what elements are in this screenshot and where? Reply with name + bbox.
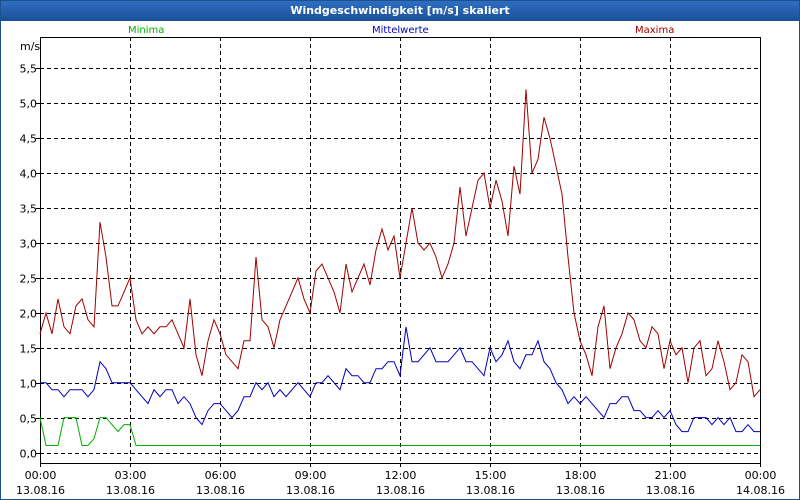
x-tick-date-label: 13.08.16 [466, 484, 515, 497]
x-tick-time-label: 15:00 [475, 469, 507, 482]
y-tick-label: 5,5 [20, 63, 38, 76]
x-tick-date-label: 13.08.16 [16, 484, 65, 497]
series-line-mittelwerte [40, 326, 760, 433]
x-tick-date-label: 13.08.16 [556, 484, 605, 497]
x-tick-date-label: 13.08.16 [646, 484, 695, 497]
legend-maxima: Maxima [635, 25, 675, 36]
y-tick-label: 4,0 [20, 168, 38, 181]
x-tick-date-label: 14.08.16 [736, 484, 785, 497]
x-tick-time-label: 21:00 [655, 469, 687, 482]
x-tick-time-label: 18:00 [565, 469, 597, 482]
legend-minima: Minima [128, 25, 165, 36]
y-tick-label: 4,5 [20, 133, 38, 146]
y-axis-unit-label: m/s [20, 40, 40, 53]
series-line-maxima [39, 89, 761, 398]
x-tick-date-label: 13.08.16 [106, 484, 155, 497]
series-line-minima [39, 417, 760, 446]
y-tick-label: 3,0 [20, 238, 38, 251]
x-tick-time-label: 12:00 [385, 469, 417, 482]
x-tick-time-label: 00:00 [25, 469, 57, 482]
y-tick-label: 3,5 [20, 203, 38, 216]
y-tick-label: 5,0 [20, 98, 38, 111]
x-tick-time-label: 06:00 [205, 469, 237, 482]
x-tick-time-label: 03:00 [115, 469, 147, 482]
x-tick-time-label: 09:00 [295, 469, 327, 482]
window-title: Windgeschwindigkeit [m/s] skaliert [1, 1, 799, 21]
y-tick-label: 2,0 [20, 308, 38, 321]
y-tick-label: 1,5 [20, 343, 38, 356]
x-tick-date-label: 13.08.16 [376, 484, 425, 497]
y-tick-label: 0,0 [20, 448, 38, 461]
y-tick-label: 2,5 [20, 273, 38, 286]
x-tick-time-label: 00:00 [745, 469, 777, 482]
legend-mittelwerte: Mittelwerte [372, 25, 429, 36]
y-tick-label: 0,5 [20, 413, 38, 426]
x-tick-date-label: 13.08.16 [286, 484, 335, 497]
y-tick-label: 1,0 [20, 378, 38, 391]
plot-frame [40, 37, 761, 464]
x-tick-date-label: 13.08.16 [196, 484, 245, 497]
